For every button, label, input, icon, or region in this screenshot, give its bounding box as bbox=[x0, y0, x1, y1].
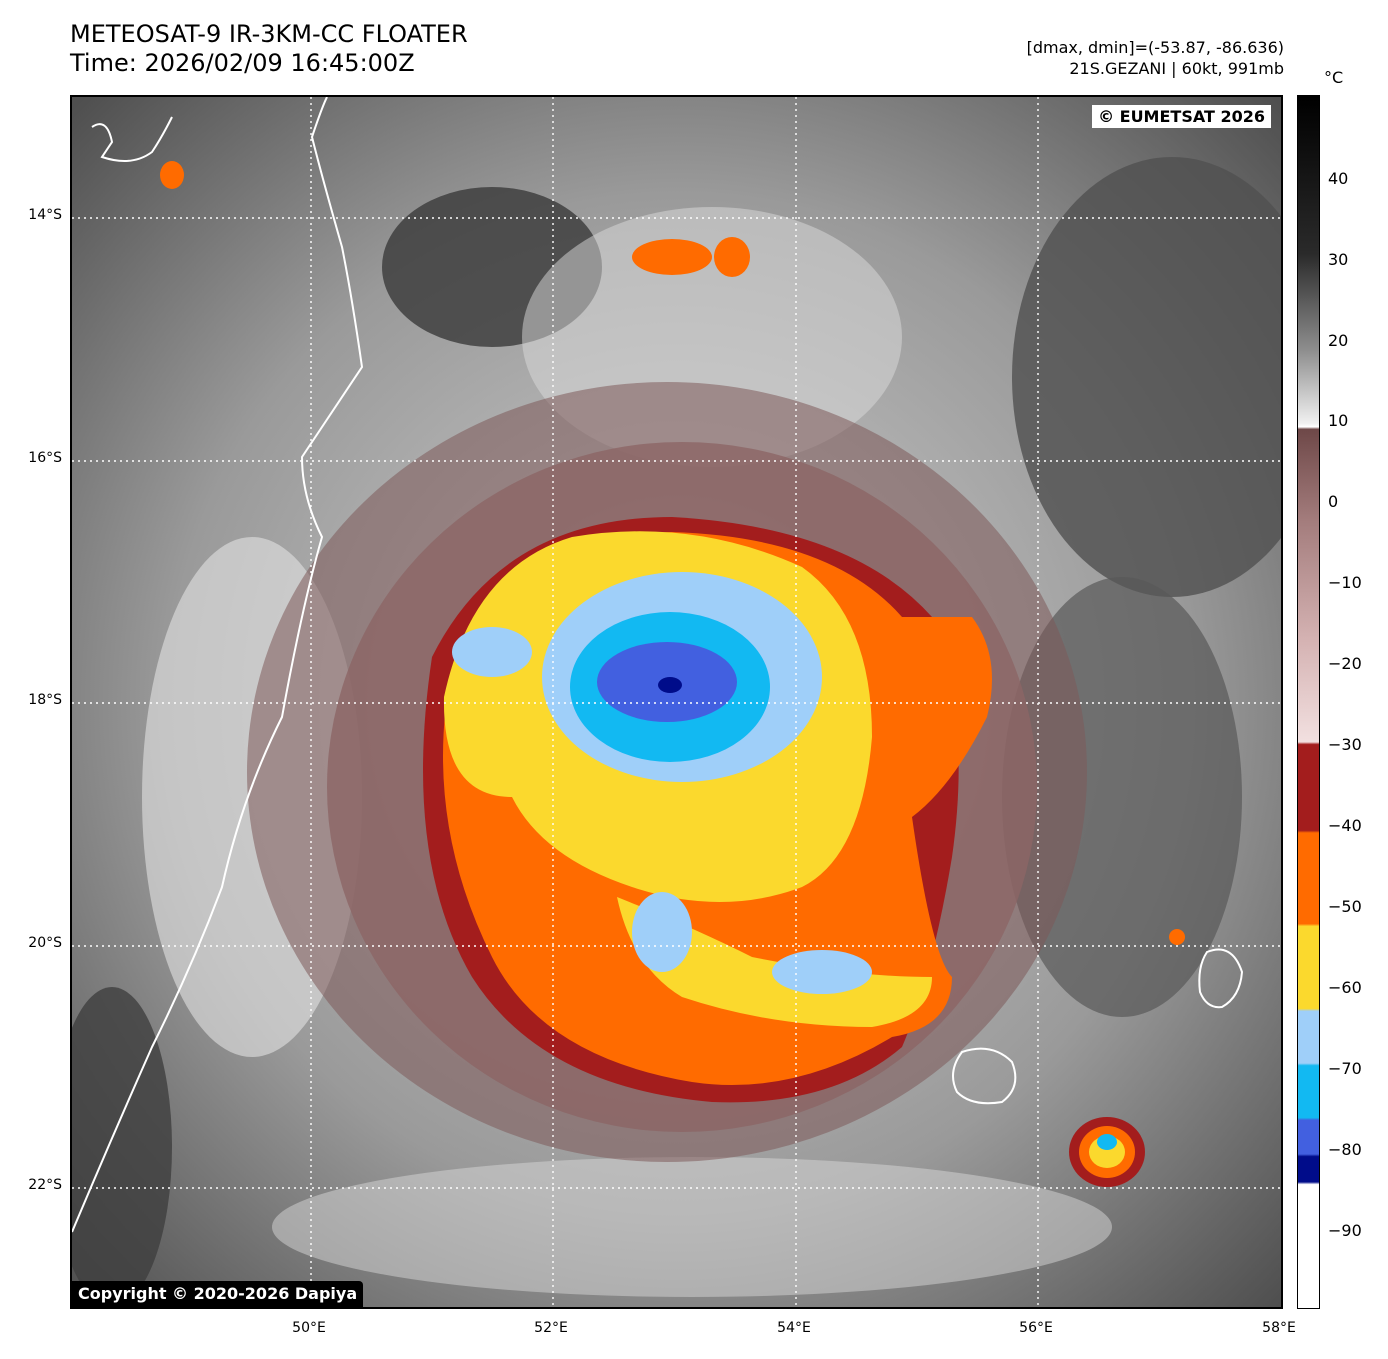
colorbar-tick-10: 10 bbox=[1328, 411, 1349, 430]
lat-label-14s: 14°S bbox=[28, 207, 62, 223]
convective-cell-north bbox=[632, 239, 712, 275]
lon-label-58e: 58°E bbox=[1262, 1320, 1296, 1336]
title-time: Time: 2026/02/09 16:45:00Z bbox=[70, 49, 415, 77]
lon-label-52e: 52°E bbox=[534, 1320, 568, 1336]
coldest-core bbox=[658, 677, 682, 693]
colorbar-tick-minus90: −90 bbox=[1328, 1221, 1362, 1240]
lon-label-56e: 56°E bbox=[1019, 1320, 1053, 1336]
storm-info: [dmax, dmin]=(-53.87, -86.636) 21S.GEZAN… bbox=[1027, 37, 1284, 79]
colorbar-tick-20: 20 bbox=[1328, 331, 1349, 350]
lon-label-50e: 50°E bbox=[292, 1320, 326, 1336]
colorbar-tick-minus50: −50 bbox=[1328, 897, 1362, 916]
lat-label-16s: 16°S bbox=[28, 450, 62, 466]
lat-label-20s: 20°S bbox=[28, 935, 62, 951]
colorbar-tick-minus70: −70 bbox=[1328, 1059, 1362, 1078]
mauritius-coast bbox=[1198, 948, 1244, 1009]
colorbar-tick-minus40: −40 bbox=[1328, 816, 1362, 835]
colorbar-tick-40: 40 bbox=[1328, 169, 1349, 188]
satellite-map[interactable]: © EUMETSAT 2026 Copyright © 2020-2026 Da… bbox=[70, 95, 1283, 1309]
lat-label-18s: 18°S bbox=[28, 692, 62, 708]
lon-label-54e: 54°E bbox=[777, 1320, 811, 1336]
reunion-coast bbox=[952, 1047, 1017, 1105]
eumetsat-credit: © EUMETSAT 2026 bbox=[1092, 105, 1271, 128]
colorbar-unit: °C bbox=[1324, 68, 1344, 87]
colorbar-tick-minus80: −80 bbox=[1328, 1140, 1362, 1159]
ir-imagery bbox=[72, 97, 1281, 1307]
madagascar-coast bbox=[72, 97, 364, 1233]
graticule bbox=[72, 97, 1281, 1307]
lat-label-22s: 22°S bbox=[28, 1177, 62, 1193]
colorbar-tick-minus30: −30 bbox=[1328, 735, 1362, 754]
title-product: METEOSAT-9 IR-3KM-CC FLOATER bbox=[70, 20, 468, 48]
colorbar-tick-minus10: −10 bbox=[1328, 573, 1362, 592]
chart-title: METEOSAT-9 IR-3KM-CC FLOATER Time: 2026/… bbox=[70, 20, 468, 78]
colorbar bbox=[1297, 95, 1320, 1309]
colorbar-tick-minus60: −60 bbox=[1328, 978, 1362, 997]
colorbar-tick-minus20: −20 bbox=[1328, 654, 1362, 673]
storm-text: 21S.GEZANI | 60kt, 991mb bbox=[1069, 59, 1284, 78]
range-text: [dmax, dmin]=(-53.87, -86.636) bbox=[1026, 38, 1284, 57]
colorbar-tick-0: 0 bbox=[1328, 492, 1339, 511]
colorbar-tick-30: 30 bbox=[1328, 250, 1349, 269]
dapiya-credit: Copyright © 2020-2026 Dapiya bbox=[72, 1281, 364, 1307]
